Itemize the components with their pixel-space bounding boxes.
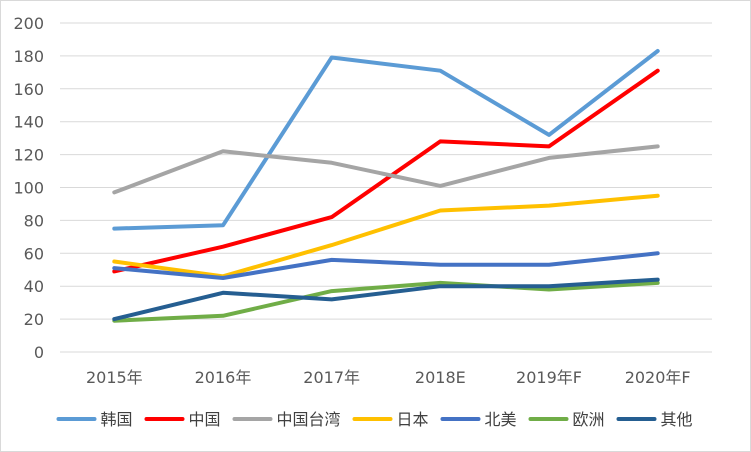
legend-label: 韩国	[101, 410, 133, 429]
legend-label: 欧洲	[573, 410, 605, 429]
y-tick-label: 160	[13, 80, 44, 99]
y-tick-label: 20	[24, 310, 44, 329]
x-tick-label: 2015年	[86, 368, 143, 387]
series-line	[112, 49, 660, 231]
legend-label: 中国台湾	[277, 410, 341, 429]
y-tick-label: 140	[13, 113, 44, 132]
y-tick-label: 100	[13, 179, 44, 198]
x-tick-label: 2016年	[195, 368, 252, 387]
x-tick-label: 2018E	[415, 368, 466, 387]
y-tick-label: 60	[24, 244, 44, 263]
x-tick-label: 2020年F	[625, 368, 691, 387]
series-line	[112, 68, 660, 274]
legend-label: 中国	[189, 410, 221, 429]
legend-label: 北美	[485, 410, 517, 429]
series-line	[112, 193, 660, 279]
y-tick-label: 200	[13, 14, 44, 33]
series-line	[112, 280, 660, 323]
legend-label: 日本	[397, 410, 429, 429]
x-tick-label: 2017年	[303, 368, 360, 387]
y-tick-label: 0	[34, 343, 44, 362]
x-tick-label: 2019年F	[516, 368, 582, 387]
y-tick-label: 180	[13, 47, 44, 66]
legend-label: 其他	[661, 410, 693, 429]
series-line	[112, 277, 660, 322]
series-line	[112, 251, 660, 280]
series-line	[112, 144, 660, 195]
y-tick-label: 120	[13, 146, 44, 165]
y-tick-label: 40	[24, 277, 44, 296]
y-tick-label: 80	[24, 211, 44, 230]
